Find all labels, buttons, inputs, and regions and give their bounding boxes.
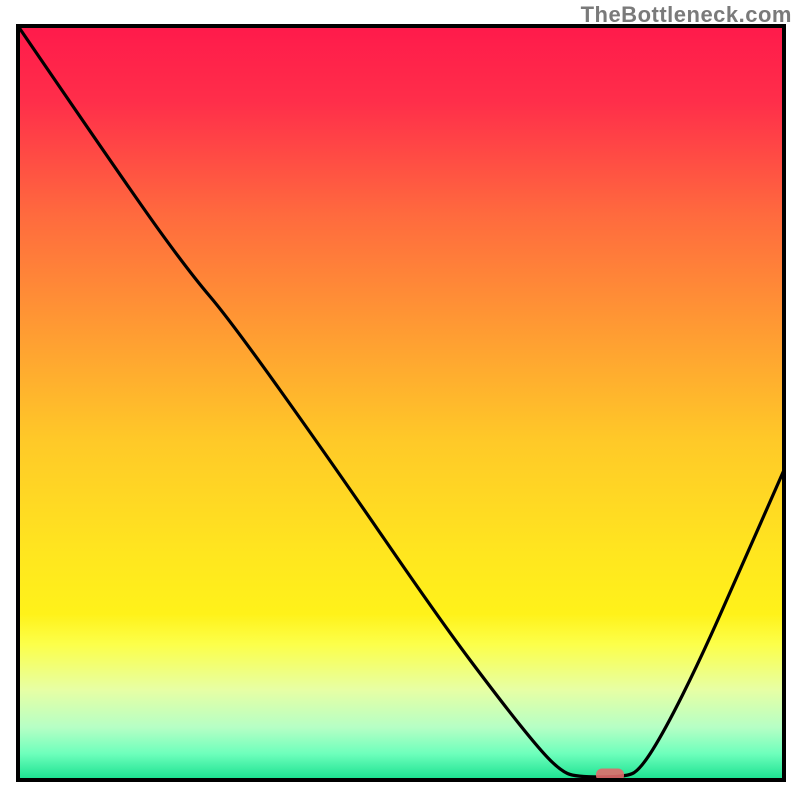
bottleneck-curve-chart — [0, 0, 800, 800]
plot-background — [18, 26, 784, 780]
watermark-text: TheBottleneck.com — [581, 2, 792, 28]
chart-canvas: TheBottleneck.com — [0, 0, 800, 800]
